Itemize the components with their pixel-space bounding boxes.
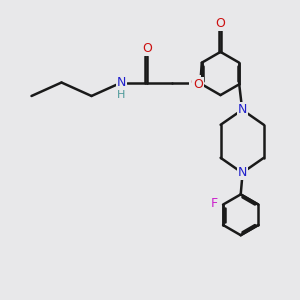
Text: N: N: [238, 166, 247, 179]
Text: H: H: [117, 90, 126, 100]
Text: O: O: [193, 78, 203, 91]
Text: O: O: [190, 76, 200, 89]
Text: N: N: [117, 76, 126, 89]
Text: F: F: [211, 196, 218, 210]
Text: N: N: [238, 103, 247, 116]
Text: O: O: [142, 42, 152, 56]
Text: O: O: [216, 17, 225, 30]
